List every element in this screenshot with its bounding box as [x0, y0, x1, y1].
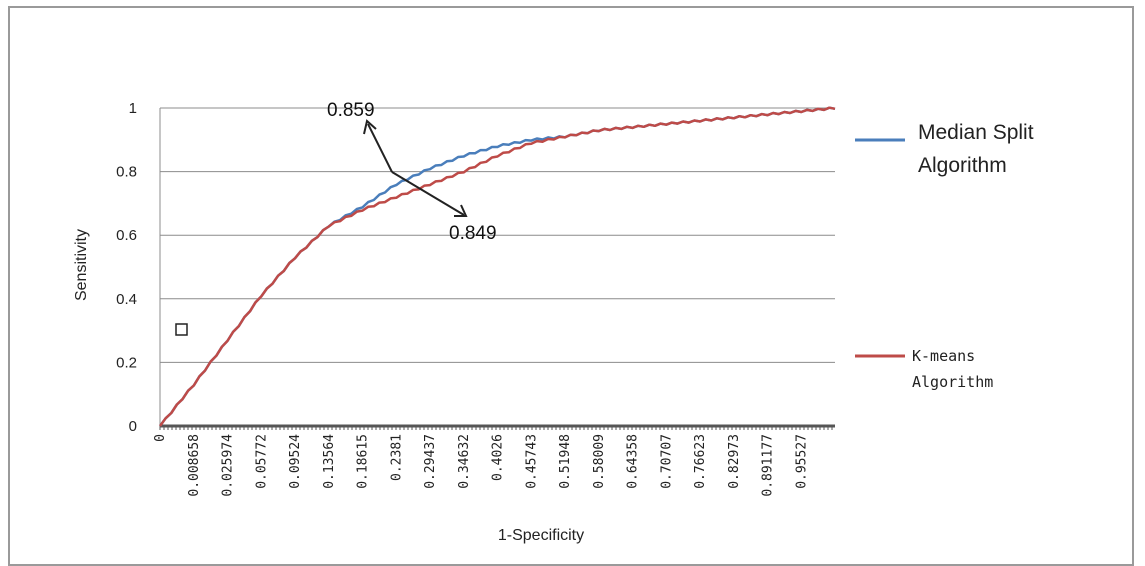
y-tick-label: 0 — [129, 418, 137, 435]
x-tick-label: 0.891177 — [761, 434, 776, 497]
legend: Median Split Algorithm K-means Algorithm — [855, 121, 1034, 391]
x-tick-label: 0.2381 — [389, 434, 404, 481]
y-axis-title: Sensitivity — [73, 229, 90, 301]
series-lines — [160, 108, 835, 426]
x-tick-label: 0.29437 — [423, 434, 438, 489]
x-tick-label: 0.76623 — [693, 434, 708, 489]
kmeans-line — [160, 108, 835, 426]
legend-median-label-line2: Algorithm — [918, 154, 1007, 177]
x-tick-label: 0.45743 — [524, 434, 539, 489]
x-tick-label: 0.58009 — [592, 434, 607, 489]
legend-kmeans-label-line2: Algorithm — [912, 373, 993, 391]
x-tick-label: 0.70707 — [659, 434, 674, 489]
x-tick-label: 0.34632 — [457, 434, 472, 489]
x-tick-label: 0.025974 — [221, 434, 236, 497]
x-tick-label: 0.64358 — [626, 434, 641, 489]
x-tick-label: 0.4026 — [491, 434, 506, 481]
legend-median-label-line1: Median Split — [918, 121, 1034, 144]
legend-kmeans-label-line1: K-means — [912, 347, 975, 365]
x-tick-label: 0.05772 — [254, 434, 269, 489]
x-tick-labels: 0 0.008658 0.025974 0.05772 0.09524 0.13564 0.… — [153, 434, 809, 497]
x-tick-label: 0.18615 — [356, 434, 371, 489]
x-tick-label: 0.82973 — [727, 434, 742, 489]
y-tick-label: 0.4 — [116, 291, 137, 308]
median-annotation-label: 0.859 — [327, 100, 375, 121]
x-tick-label: 0.13564 — [322, 434, 337, 489]
kmeans-annotation-label: 0.849 — [449, 223, 497, 244]
y-tick-label: 0.8 — [116, 164, 137, 181]
x-tick-label: 0.51948 — [558, 434, 573, 489]
y-tick-labels: 0 0.2 0.4 0.6 0.8 1 — [116, 100, 137, 435]
x-tick-label: 0.95527 — [794, 434, 809, 489]
y-tick-label: 0.2 — [116, 354, 137, 371]
x-tick-label: 0 — [153, 434, 168, 442]
x-tick-label: 0.008658 — [187, 434, 202, 497]
square-marker — [176, 324, 187, 335]
median-annotation-arrow — [364, 121, 392, 172]
y-tick-label: 0.6 — [116, 227, 137, 244]
y-tick-label: 1 — [129, 100, 137, 117]
roc-chart: 00.20.40.60.81 0 0.008658 0.025974 0.05772 0… — [0, 0, 1145, 549]
x-axis-title: 1-Specificity — [498, 527, 584, 544]
x-tick-label: 0.09524 — [288, 434, 303, 489]
